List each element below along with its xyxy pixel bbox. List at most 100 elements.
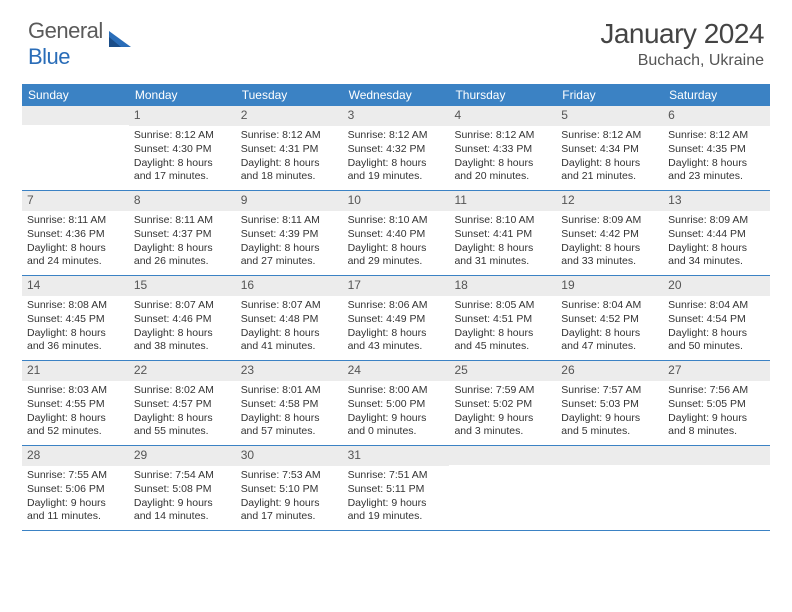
day-ss: Sunset: 5:11 PM [348, 483, 445, 497]
day-sr: Sunrise: 8:04 AM [668, 299, 765, 313]
weekday-friday: Friday [556, 84, 663, 106]
day-dl2: and 5 minutes. [561, 425, 658, 439]
day-ss: Sunset: 4:51 PM [454, 313, 551, 327]
weekday-thursday: Thursday [449, 84, 556, 106]
title-block: January 2024 Buchach, Ukraine [600, 18, 764, 70]
day-ss: Sunset: 5:06 PM [27, 483, 124, 497]
day-dl1: Daylight: 8 hours [134, 242, 231, 256]
day-sr: Sunrise: 7:59 AM [454, 384, 551, 398]
day-cell: 10Sunrise: 8:10 AMSunset: 4:40 PMDayligh… [343, 191, 450, 275]
day-ss: Sunset: 4:49 PM [348, 313, 445, 327]
day-number: 25 [449, 361, 556, 381]
day-dl1: Daylight: 8 hours [241, 242, 338, 256]
day-dl2: and 41 minutes. [241, 340, 338, 354]
day-number: 20 [663, 276, 770, 296]
day-dl2: and 19 minutes. [348, 510, 445, 524]
day-details: Sunrise: 8:06 AMSunset: 4:49 PMDaylight:… [343, 296, 450, 358]
day-details: Sunrise: 8:08 AMSunset: 4:45 PMDaylight:… [22, 296, 129, 358]
day-number [449, 446, 556, 465]
day-number: 27 [663, 361, 770, 381]
day-number: 28 [22, 446, 129, 466]
day-ss: Sunset: 4:40 PM [348, 228, 445, 242]
day-sr: Sunrise: 8:10 AM [348, 214, 445, 228]
day-dl1: Daylight: 8 hours [561, 327, 658, 341]
day-ss: Sunset: 5:03 PM [561, 398, 658, 412]
day-dl2: and 24 minutes. [27, 255, 124, 269]
day-details: Sunrise: 7:54 AMSunset: 5:08 PMDaylight:… [129, 466, 236, 528]
weekday-wednesday: Wednesday [343, 84, 450, 106]
day-dl1: Daylight: 8 hours [27, 412, 124, 426]
day-ss: Sunset: 4:34 PM [561, 143, 658, 157]
weekday-tuesday: Tuesday [236, 84, 343, 106]
day-number: 24 [343, 361, 450, 381]
day-ss: Sunset: 4:33 PM [454, 143, 551, 157]
day-sr: Sunrise: 8:07 AM [134, 299, 231, 313]
day-dl1: Daylight: 8 hours [348, 242, 445, 256]
day-number: 18 [449, 276, 556, 296]
day-sr: Sunrise: 8:12 AM [454, 129, 551, 143]
day-details: Sunrise: 7:59 AMSunset: 5:02 PMDaylight:… [449, 381, 556, 443]
day-number: 23 [236, 361, 343, 381]
day-dl2: and 14 minutes. [134, 510, 231, 524]
day-cell: 22Sunrise: 8:02 AMSunset: 4:57 PMDayligh… [129, 361, 236, 445]
day-cell: 16Sunrise: 8:07 AMSunset: 4:48 PMDayligh… [236, 276, 343, 360]
day-ss: Sunset: 4:45 PM [27, 313, 124, 327]
day-details: Sunrise: 8:11 AMSunset: 4:37 PMDaylight:… [129, 211, 236, 273]
day-dl1: Daylight: 8 hours [668, 157, 765, 171]
day-sr: Sunrise: 8:05 AM [454, 299, 551, 313]
day-number: 29 [129, 446, 236, 466]
day-sr: Sunrise: 8:01 AM [241, 384, 338, 398]
day-sr: Sunrise: 8:12 AM [668, 129, 765, 143]
day-cell: 12Sunrise: 8:09 AMSunset: 4:42 PMDayligh… [556, 191, 663, 275]
day-dl2: and 31 minutes. [454, 255, 551, 269]
day-dl1: Daylight: 8 hours [134, 327, 231, 341]
day-dl2: and 50 minutes. [668, 340, 765, 354]
day-number: 21 [22, 361, 129, 381]
day-dl2: and 45 minutes. [454, 340, 551, 354]
day-cell: 27Sunrise: 7:56 AMSunset: 5:05 PMDayligh… [663, 361, 770, 445]
day-number: 11 [449, 191, 556, 211]
day-dl2: and 52 minutes. [27, 425, 124, 439]
day-dl1: Daylight: 8 hours [668, 327, 765, 341]
day-number: 3 [343, 106, 450, 126]
day-cell: 21Sunrise: 8:03 AMSunset: 4:55 PMDayligh… [22, 361, 129, 445]
day-number: 10 [343, 191, 450, 211]
day-number [22, 106, 129, 125]
day-sr: Sunrise: 8:12 AM [561, 129, 658, 143]
day-details: Sunrise: 8:12 AMSunset: 4:31 PMDaylight:… [236, 126, 343, 188]
calendar: Sunday Monday Tuesday Wednesday Thursday… [22, 84, 770, 531]
day-number [663, 446, 770, 465]
day-dl2: and 11 minutes. [27, 510, 124, 524]
day-dl1: Daylight: 8 hours [241, 327, 338, 341]
day-details: Sunrise: 8:10 AMSunset: 4:40 PMDaylight:… [343, 211, 450, 273]
day-details: Sunrise: 8:07 AMSunset: 4:48 PMDaylight:… [236, 296, 343, 358]
day-number: 30 [236, 446, 343, 466]
day-dl1: Daylight: 9 hours [454, 412, 551, 426]
day-details: Sunrise: 8:07 AMSunset: 4:46 PMDaylight:… [129, 296, 236, 358]
day-sr: Sunrise: 8:02 AM [134, 384, 231, 398]
day-ss: Sunset: 4:32 PM [348, 143, 445, 157]
day-cell: 8Sunrise: 8:11 AMSunset: 4:37 PMDaylight… [129, 191, 236, 275]
day-number: 14 [22, 276, 129, 296]
day-dl1: Daylight: 8 hours [454, 157, 551, 171]
day-dl2: and 3 minutes. [454, 425, 551, 439]
day-dl2: and 43 minutes. [348, 340, 445, 354]
day-sr: Sunrise: 7:54 AM [134, 469, 231, 483]
day-dl1: Daylight: 8 hours [348, 157, 445, 171]
day-ss: Sunset: 5:08 PM [134, 483, 231, 497]
day-ss: Sunset: 4:48 PM [241, 313, 338, 327]
day-cell: 15Sunrise: 8:07 AMSunset: 4:46 PMDayligh… [129, 276, 236, 360]
weekday-monday: Monday [129, 84, 236, 106]
day-sr: Sunrise: 7:57 AM [561, 384, 658, 398]
day-details: Sunrise: 7:55 AMSunset: 5:06 PMDaylight:… [22, 466, 129, 528]
day-dl2: and 55 minutes. [134, 425, 231, 439]
week-row: 14Sunrise: 8:08 AMSunset: 4:45 PMDayligh… [22, 276, 770, 361]
day-details: Sunrise: 8:12 AMSunset: 4:33 PMDaylight:… [449, 126, 556, 188]
day-details: Sunrise: 8:04 AMSunset: 4:54 PMDaylight:… [663, 296, 770, 358]
logo-text: General Blue [28, 18, 103, 70]
day-cell: 26Sunrise: 7:57 AMSunset: 5:03 PMDayligh… [556, 361, 663, 445]
day-sr: Sunrise: 8:07 AM [241, 299, 338, 313]
day-ss: Sunset: 5:00 PM [348, 398, 445, 412]
day-number: 8 [129, 191, 236, 211]
day-sr: Sunrise: 8:12 AM [241, 129, 338, 143]
